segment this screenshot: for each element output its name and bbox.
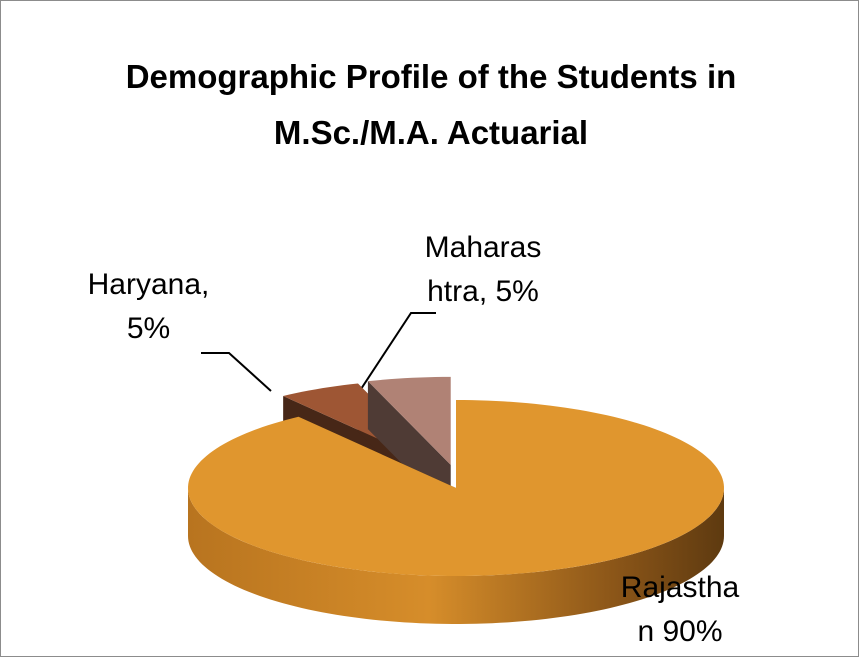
category-label: Rajasthan — [620, 571, 740, 648]
value-label: 90% — [662, 615, 723, 648]
value-label: 5% — [126, 312, 171, 345]
leader-line — [201, 352, 272, 392]
category-label: Maharashtra, — [424, 231, 542, 308]
data-label: Rajasthan 90% — [617, 566, 743, 654]
data-label: Maharashtra, 5% — [419, 226, 547, 314]
slice — [188, 400, 724, 576]
slice-side — [188, 488, 724, 624]
value-label: 5% — [495, 275, 539, 308]
leader-line — [360, 312, 436, 390]
category-label: Haryana, — [87, 268, 210, 301]
data-label: Haryana, 5% — [81, 263, 216, 351]
slice — [367, 376, 451, 465]
chart-title: Demographic Profile of the Students in M… — [125, 58, 737, 151]
